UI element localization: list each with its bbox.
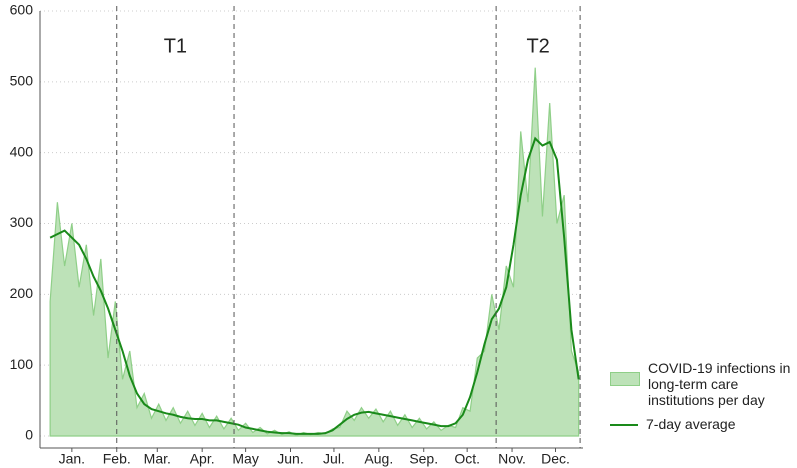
y-tick-label: 300 [10, 214, 34, 230]
x-tick-label: Apr. [190, 451, 215, 467]
x-tick-label: Sep. [409, 451, 438, 467]
legend-label: 7-day average [646, 416, 736, 432]
x-tick-label: Nov. [498, 451, 526, 467]
x-tick-label: Jan. [59, 451, 85, 467]
legend-key [610, 372, 640, 386]
y-tick-label: 500 [10, 73, 34, 89]
y-tick-label: 400 [10, 143, 34, 159]
legend-label: COVID-19 infections in long-term care in… [648, 360, 791, 408]
y-tick-label: 600 [10, 2, 34, 18]
area [49, 67, 580, 437]
x-tick-label: Mar. [144, 451, 171, 467]
x-tick-label: Dec. [541, 451, 570, 467]
legend: COVID-19 infections in long-term care in… [610, 360, 795, 440]
period-label: T2 [526, 35, 549, 57]
legend-item: 7-day average [610, 416, 795, 432]
x-tick-label: Jun. [277, 451, 303, 467]
y-tick-label: 200 [10, 285, 34, 301]
line [49, 136, 580, 435]
x-tick-label: Aug. [364, 451, 393, 467]
x-tick-label: Jul. [323, 451, 345, 467]
x-tick-label: May [232, 451, 258, 467]
y-tick-label: 0 [25, 427, 33, 443]
x-tick-label: Feb. [103, 451, 131, 467]
legend-item: COVID-19 infections in long-term care in… [610, 360, 795, 408]
x-tick-label: Oct. [454, 451, 480, 467]
period-label: T1 [164, 35, 187, 57]
legend-key [610, 424, 638, 426]
y-tick-label: 100 [10, 356, 34, 372]
